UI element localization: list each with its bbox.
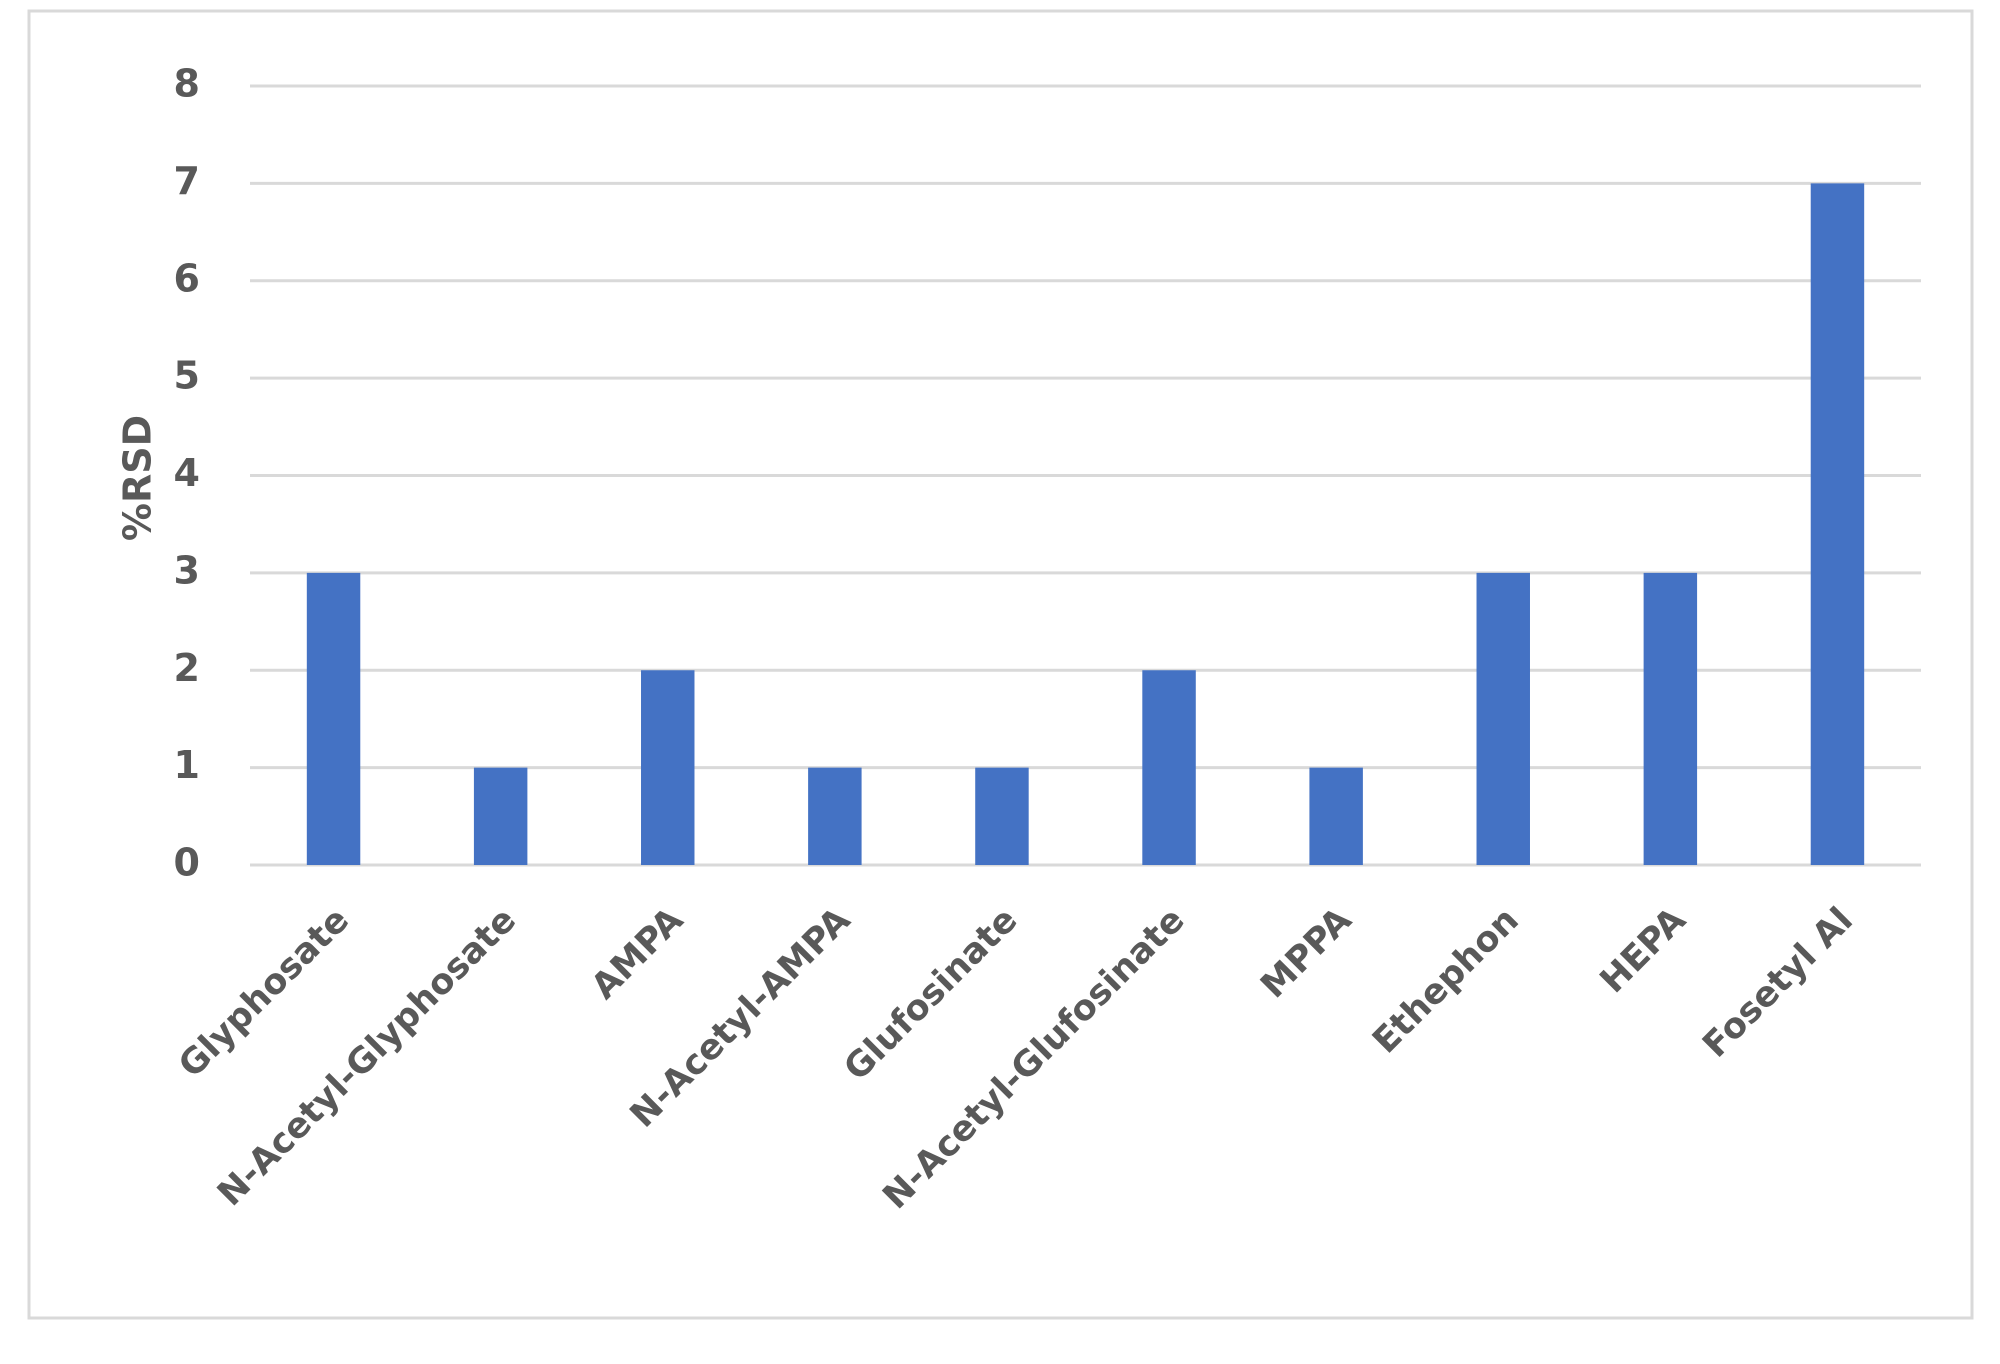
gridlines	[250, 84, 1921, 867]
bar-fosetyl-al	[1810, 183, 1865, 865]
y-tick-label: 2	[174, 646, 200, 690]
y-tick-label: 3	[174, 548, 200, 592]
y-tick-label: 6	[174, 256, 200, 300]
bar-n-acetyl-ampa	[808, 767, 862, 865]
y-tick-label: 4	[174, 451, 200, 495]
bar-mppa	[1309, 767, 1363, 865]
bars	[306, 183, 1865, 865]
bar-n-acetyl-glyphosate	[473, 767, 528, 865]
y-axis-tick-labels: 0 1 2 3 4 5 6 7 8	[174, 62, 200, 885]
bar-hepa	[1643, 572, 1698, 865]
y-tick-label: 0	[174, 841, 200, 885]
y-tick-label: 5	[174, 354, 200, 398]
y-tick-label: 1	[174, 743, 200, 787]
y-tick-label: 8	[174, 62, 200, 106]
bar-n-acetyl-glufosinate	[1142, 670, 1196, 865]
bar-ethephon	[1476, 572, 1530, 865]
bar-ampa	[641, 670, 695, 865]
bar-glufosinate	[975, 767, 1029, 865]
bar-glyphosate	[306, 572, 361, 865]
y-tick-label: 7	[174, 159, 200, 203]
y-axis-title: %RSD	[116, 415, 160, 541]
